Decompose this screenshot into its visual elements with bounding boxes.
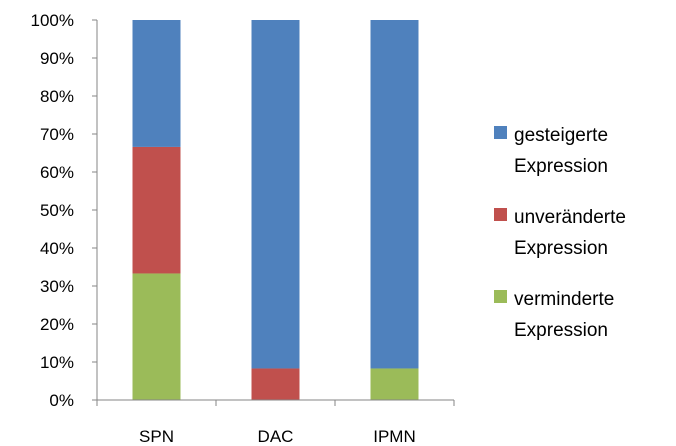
y-tick-label: 30% <box>40 277 74 296</box>
x-tick-label-spn: SPN <box>139 427 174 446</box>
bars <box>132 20 419 400</box>
bar-segment-ipmn-0 <box>370 368 419 400</box>
y-tick-label: 50% <box>40 201 74 220</box>
legend-swatch-unveraenderte <box>494 208 507 221</box>
bar-segment-spn-2 <box>132 20 181 147</box>
y-tick-label: 100% <box>31 11 74 30</box>
legend-label-verminderte: verminderte Expression <box>514 289 615 341</box>
x-tick-label-ipmn: IPMN <box>373 427 416 446</box>
y-tick-label: 20% <box>40 315 74 334</box>
bar-segment-dac-1 <box>251 368 300 400</box>
y-axis-ticks: 0% 10% 20% 30% 40% 50% 60% 70% 80% 90% 100% <box>31 11 97 410</box>
y-tick-label: 10% <box>40 353 74 372</box>
legend-item-unveraenderte: unveränderte Expression <box>494 202 674 284</box>
legend-item-gesteigerte: gesteigerte Expression <box>494 120 674 202</box>
bar-segment-spn-1 <box>132 146 181 274</box>
legend-label-unveraenderte: unveränderte Expression <box>514 207 626 259</box>
y-tick-label: 0% <box>49 391 74 410</box>
y-tick-label: 80% <box>40 87 74 106</box>
legend: gesteigerte Expression unveränderte Expr… <box>494 120 674 366</box>
bar-segment-spn-0 <box>132 273 181 400</box>
x-axis-labels: SPN DAC IPMN <box>96 400 455 446</box>
y-tick-label: 70% <box>40 125 74 144</box>
legend-label-gesteigerte: gesteigerte Expression <box>514 125 609 177</box>
bar-segment-ipmn-2 <box>370 20 419 369</box>
legend-item-verminderte: verminderte Expression <box>494 284 674 366</box>
x-tick-label-dac: DAC <box>258 427 294 446</box>
y-tick-label: 40% <box>40 239 74 258</box>
bar-segment-dac-2 <box>251 20 300 369</box>
legend-swatch-gesteigerte <box>494 126 507 139</box>
legend-swatch-verminderte <box>494 290 507 303</box>
y-tick-label: 90% <box>40 49 74 68</box>
y-tick-label: 60% <box>40 163 74 182</box>
